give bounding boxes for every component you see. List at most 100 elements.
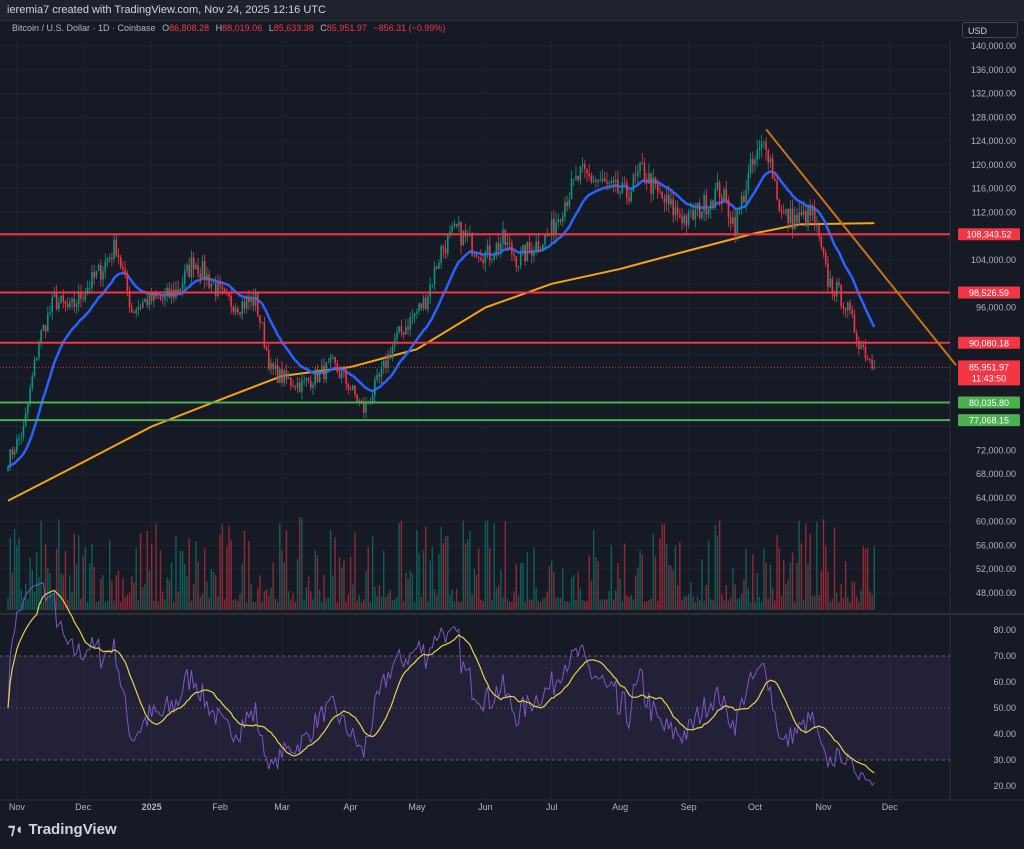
volume-bar [471,594,473,610]
candle-body [535,241,537,252]
volume-bar [650,598,652,610]
candle-body [285,370,288,379]
candle-body [100,264,102,280]
candle-body [621,182,624,193]
volume-bar [40,520,42,610]
volume-bar [44,543,47,610]
candle-body [575,175,577,179]
volume-bar [354,532,356,610]
candle-body [458,222,460,227]
price-tick-label: 60,000.00 [976,517,1016,527]
volume-bar [573,574,575,610]
candle-body [517,265,520,267]
volume-bar [648,599,650,610]
volume-bar [800,543,803,610]
volume-bar [413,601,416,610]
candle-body [500,243,502,251]
volume-bar [873,546,876,610]
volume-bar [842,598,845,610]
time-tick-label: 2025 [142,802,162,812]
volume-bar [608,591,610,610]
candle-body [84,293,87,300]
candle-body [634,174,637,176]
volume-bar [66,599,69,610]
candle-body [86,288,89,294]
candle-body [88,288,91,290]
volume-bar [283,562,285,610]
candle-body [254,292,257,306]
price-chart[interactable]: 108,343.52 98,526.59 90,080.18 80,035.80 77,… [0,0,1024,815]
candle-body [853,314,856,334]
candle-body [639,162,641,172]
price-tick-label: 136,000.00 [971,65,1016,75]
volume-bar [389,590,392,610]
candle-body [648,173,650,184]
candle-body [504,229,507,245]
volume-bar [847,597,849,610]
volume-bar [586,600,588,610]
volume-bar [626,595,628,610]
volume-bar [341,567,343,610]
candle-body [42,324,45,331]
candle-body [681,216,683,224]
candle-body [659,191,661,193]
candle-body [418,303,420,312]
volume-bar [833,527,836,610]
volume-bar [657,600,659,610]
candle-body [747,172,750,190]
candle-body [53,293,56,298]
volume-bar [752,554,754,610]
volume-bar [829,601,831,610]
time-tick-label: Jun [478,802,493,812]
currency-button[interactable]: USD [962,22,1018,38]
candle-body [354,385,356,395]
candle-body [148,291,151,306]
candle-body [559,219,562,222]
volume-bar [80,598,82,610]
candle-body [139,307,142,308]
candle-body [729,217,732,224]
candle-body [199,273,202,278]
time-tick-label: Apr [344,802,358,812]
volume-bar [276,601,279,610]
volume-bar [230,540,232,610]
volume-bar [259,575,261,610]
volume-bar [261,601,263,610]
candle-body [566,202,568,207]
candle-body [712,200,714,208]
volume-bar [732,568,734,610]
volume-bar [175,535,177,610]
volume-bar [612,599,615,610]
volume-bar [482,601,484,610]
candle-body [572,178,575,180]
candle-body [787,209,789,224]
candle-body [405,326,407,335]
volume-bar [51,595,53,610]
volume-bar [208,597,210,610]
volume-bar [743,579,745,610]
candle-body [374,379,376,396]
symbol-name[interactable]: Bitcoin / U.S. Dollar · 1D · Coinbase [12,23,156,33]
volume-bar [24,583,27,610]
volume-bar [345,601,347,610]
candle-body [438,262,440,269]
candle-body [327,361,330,363]
candle-body [626,182,628,199]
candle-body [382,360,385,367]
volume-bar [234,598,237,610]
volume-bar [504,521,506,610]
candle-body [16,439,18,452]
volume-bar [736,599,738,610]
volume-bar [7,597,9,610]
volume-bar [692,596,694,610]
volume-bar [825,545,827,610]
level-label: 98,526.59 [969,288,1009,298]
candle-body [104,261,107,272]
candle-body [427,296,429,310]
candle-body [55,293,58,309]
candle-body [807,206,809,227]
candle-body [522,245,524,252]
candle-body [760,142,763,148]
volume-bar [690,582,692,610]
volume-bar [363,599,365,610]
